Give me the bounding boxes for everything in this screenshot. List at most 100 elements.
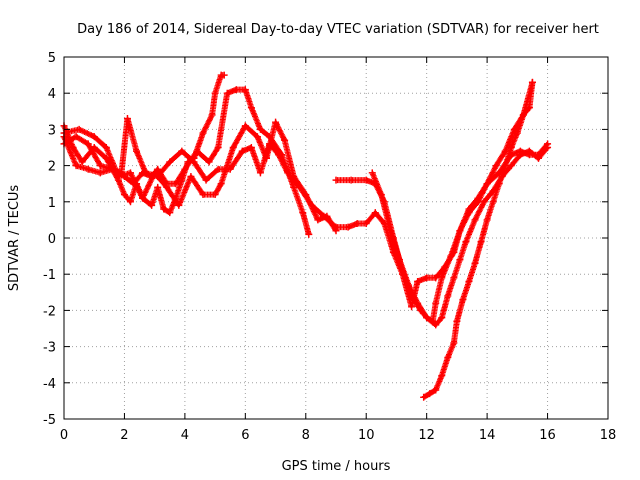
y-tick-label: 2 [48, 160, 56, 175]
data-point [347, 176, 355, 184]
data-point [211, 191, 219, 199]
data-point [405, 281, 413, 289]
data-point [456, 227, 464, 235]
data-point [386, 227, 394, 235]
data-point [353, 220, 361, 228]
data-point [108, 165, 116, 173]
data-point [447, 252, 455, 260]
data-point [75, 125, 83, 133]
x-tick-label: 6 [241, 428, 249, 443]
data-point [163, 183, 171, 191]
data-point [368, 169, 376, 177]
x-tick-label: 0 [60, 428, 68, 443]
data-point [432, 274, 440, 282]
data-point [123, 115, 131, 123]
data-point [414, 277, 422, 285]
data-point [507, 144, 515, 151]
data-point [332, 176, 340, 184]
data-point [253, 133, 261, 141]
data-point [238, 147, 246, 155]
data-point [320, 212, 328, 220]
data-point [432, 386, 440, 394]
x-tick-label: 18 [600, 428, 617, 443]
data-point [69, 144, 77, 151]
data-point [142, 169, 150, 177]
data-point [199, 129, 207, 137]
data-point [489, 198, 497, 206]
data-point [544, 144, 552, 151]
data-point [408, 303, 416, 311]
data-point [139, 194, 147, 202]
data-point [166, 209, 174, 217]
data-point [519, 111, 527, 119]
data-point [462, 238, 470, 246]
data-point [120, 191, 128, 199]
data-point [96, 169, 104, 177]
series-track-f [368, 144, 552, 329]
data-point [377, 191, 385, 199]
y-tick-label: 1 [48, 196, 56, 211]
data-point [226, 165, 234, 173]
data-point [492, 162, 500, 170]
data-point [438, 372, 446, 380]
data-point [133, 147, 141, 155]
data-point [501, 147, 509, 155]
data-point [193, 147, 201, 155]
data-point [299, 209, 307, 217]
y-tick-label: -4 [43, 377, 56, 392]
data-point [474, 198, 482, 206]
data-point [459, 296, 467, 304]
data-point [477, 238, 485, 246]
y-tick-label: -3 [43, 341, 56, 356]
data-point [395, 256, 403, 264]
data-point [217, 180, 225, 188]
x-tick-label: 8 [302, 428, 310, 443]
data-point [256, 125, 264, 133]
data-point [290, 183, 298, 191]
data-point [232, 86, 240, 94]
data-point [84, 165, 92, 173]
data-point [362, 176, 370, 184]
data-point [308, 201, 316, 209]
data-point [414, 299, 422, 307]
data-point [229, 144, 237, 151]
data-point [187, 172, 195, 180]
data-point [172, 180, 180, 188]
data-point [483, 180, 491, 188]
data-point [266, 140, 274, 148]
data-point [148, 201, 156, 209]
data-point [160, 205, 168, 213]
data-point [181, 165, 189, 173]
data-point [513, 129, 521, 137]
data-point [247, 104, 255, 112]
x-axis-label: GPS time / hours [282, 459, 391, 474]
data-point [465, 277, 473, 285]
data-point [214, 165, 222, 173]
data-point [314, 216, 322, 224]
data-point [117, 169, 125, 177]
data-point [84, 140, 92, 148]
x-tick-label: 10 [358, 428, 375, 443]
x-tick-label: 2 [120, 428, 128, 443]
data-point [102, 154, 110, 162]
data-point [450, 274, 458, 282]
data-point [284, 169, 292, 177]
data-point [465, 209, 473, 217]
data-point [483, 216, 491, 224]
data-point [154, 183, 162, 191]
x-tick-label: 14 [479, 428, 496, 443]
data-point [214, 144, 222, 151]
data-point [516, 151, 524, 159]
y-tick-label: 5 [48, 51, 56, 66]
data-point [90, 133, 98, 141]
data-point [154, 172, 162, 180]
data-point [247, 144, 255, 151]
data-point [423, 274, 431, 282]
y-tick-label: -1 [43, 268, 56, 283]
data-point [272, 118, 280, 126]
data-point [471, 216, 479, 224]
data-point [78, 158, 86, 166]
data-point [199, 191, 207, 199]
